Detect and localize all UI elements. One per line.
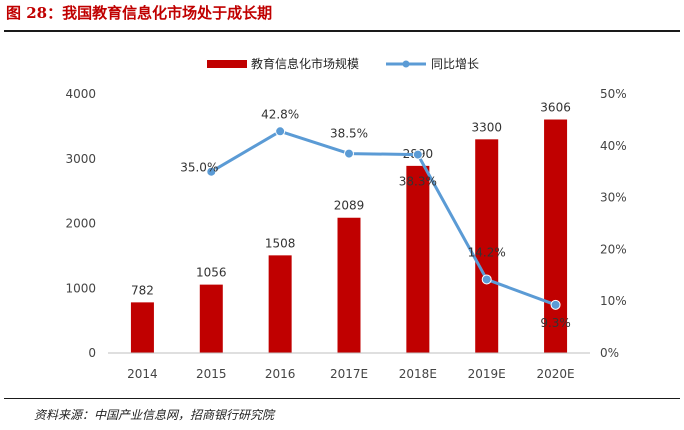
x-tick-label: 2014 (127, 367, 158, 381)
growth-value-label: 38.3% (399, 175, 437, 189)
growth-value-label: 38.5% (330, 127, 368, 141)
y-right-tick-label: 40% (600, 139, 627, 153)
y-right-tick-label: 10% (600, 294, 627, 308)
y-right-tick-label: 30% (600, 191, 627, 205)
growth-value-label: 9.3% (540, 316, 571, 330)
bar-value-label: 1056 (196, 266, 227, 280)
legend-bar-swatch (207, 60, 247, 68)
growth-point (412, 149, 423, 160)
x-tick-label: 2020E (537, 367, 575, 381)
y-left-tick-label: 3000 (65, 152, 96, 166)
bar-2016 (268, 255, 292, 353)
bar-value-label: 3300 (471, 120, 502, 134)
growth-value-label: 42.8% (261, 107, 299, 121)
y-left-tick-label: 0 (88, 346, 96, 360)
growth-point (275, 126, 286, 137)
legend-line-label: 同比增长 (431, 57, 479, 71)
source-rule (4, 398, 680, 399)
y-left-tick-label: 4000 (65, 87, 96, 101)
growth-point (206, 166, 217, 177)
growth-point (550, 299, 561, 310)
x-tick-label: 2016 (265, 367, 296, 381)
bar-value-label: 782 (131, 283, 154, 297)
x-tick-label: 2015 (196, 367, 227, 381)
combo-chart: 教育信息化市场规模 同比增长 0 1000 2000 3000 4000 0% 10% 20% 30… (65, 56, 627, 381)
bar-value-label: 2089 (334, 199, 365, 213)
growth-line (210, 129, 557, 307)
x-tick-label: 2017E (330, 367, 368, 381)
y-right-tick-label: 50% (600, 87, 627, 101)
bar-value-label: 3606 (540, 101, 571, 115)
bar-value-label: 1508 (265, 236, 296, 250)
growth-point (344, 148, 354, 159)
growth-point (481, 274, 492, 285)
growth-value-label: 14.2% (468, 245, 506, 259)
bar-2018E (406, 165, 430, 353)
bar-2015 (199, 284, 223, 353)
x-tick-label: 2018E (399, 367, 437, 381)
bar-2020E (544, 119, 568, 353)
source-note: 资料来源：中国产业信息网，招商银行研究院 (34, 408, 275, 422)
bar-2019E (475, 139, 499, 353)
y-right-tick-label: 0% (600, 346, 619, 360)
bar-2014 (130, 302, 154, 353)
y-right-tick-label: 20% (600, 242, 627, 256)
x-tick-label: 2019E (468, 367, 506, 381)
y-left-tick-label: 2000 (65, 217, 96, 231)
title-rule (4, 30, 680, 32)
legend-line-marker (402, 60, 410, 68)
bar-2017E (337, 217, 361, 353)
growth-value-label: 35.0% (180, 161, 218, 175)
y-left-tick-label: 1000 (65, 281, 96, 295)
figure-title: 图 28：我国教育信息化市场处于成长期 (6, 4, 273, 22)
legend-bar-label: 教育信息化市场规模 (251, 56, 359, 71)
